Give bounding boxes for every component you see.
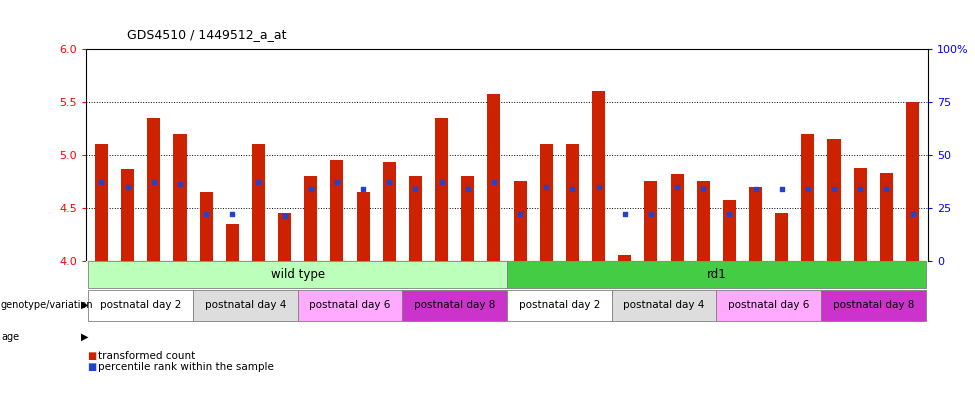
Text: ■: ■ (87, 351, 96, 361)
Point (434, 179, 449, 185)
Point (277, 213, 292, 219)
Bar (89, 290, 193, 321)
Point (905, 211, 920, 217)
Text: age: age (1, 332, 20, 342)
Point (538, 184, 554, 190)
Bar (193, 290, 297, 321)
Point (669, 184, 684, 190)
Point (644, 211, 659, 217)
Text: ▶: ▶ (81, 299, 89, 310)
Point (146, 179, 162, 185)
Bar (671, 174, 683, 261)
Bar (697, 181, 710, 261)
Text: transformed count: transformed count (98, 351, 196, 361)
Text: ▶: ▶ (81, 332, 89, 342)
Text: percentile rank within the sample: percentile rank within the sample (98, 362, 274, 373)
Bar (331, 160, 343, 261)
Point (381, 179, 397, 185)
Point (460, 185, 476, 192)
Point (330, 179, 345, 185)
Point (617, 211, 633, 217)
Bar (592, 92, 605, 261)
Point (408, 185, 423, 192)
Text: postnatal day 4: postnatal day 4 (623, 300, 705, 310)
Bar (540, 144, 553, 261)
Bar (644, 181, 657, 261)
Bar (461, 176, 474, 261)
Point (826, 185, 841, 192)
Point (565, 185, 580, 192)
Point (512, 211, 527, 217)
Text: postnatal day 2: postnatal day 2 (519, 300, 600, 310)
Text: postnatal day 2: postnatal day 2 (100, 300, 181, 310)
Bar (611, 290, 717, 321)
Bar (879, 173, 893, 261)
Bar (304, 176, 317, 261)
Point (120, 184, 136, 190)
Bar (507, 261, 925, 288)
Bar (507, 290, 611, 321)
Bar (200, 192, 213, 261)
Bar (409, 176, 422, 261)
Bar (854, 167, 867, 261)
Text: ■: ■ (87, 362, 96, 373)
Bar (722, 200, 736, 261)
Text: postnatal day 8: postnatal day 8 (833, 300, 914, 310)
Point (94, 179, 109, 185)
Bar (297, 290, 403, 321)
Text: GDS4510 / 1449512_a_at: GDS4510 / 1449512_a_at (127, 28, 287, 41)
Point (722, 211, 737, 217)
Point (800, 185, 816, 192)
Bar (252, 144, 265, 261)
Text: postnatal day 6: postnatal day 6 (309, 300, 391, 310)
Point (173, 181, 188, 187)
Text: wild type: wild type (271, 268, 325, 281)
Point (852, 185, 868, 192)
Bar (403, 290, 507, 321)
Bar (278, 213, 292, 261)
Bar (174, 134, 186, 261)
Point (198, 211, 214, 217)
Bar (488, 94, 500, 261)
Point (224, 211, 240, 217)
Bar (89, 261, 507, 288)
Bar (95, 144, 108, 261)
Text: rd1: rd1 (707, 268, 726, 281)
Bar (147, 118, 160, 261)
Bar (383, 162, 396, 261)
Bar (828, 139, 840, 261)
Point (774, 185, 790, 192)
Point (303, 185, 319, 192)
Point (591, 184, 606, 190)
Text: postnatal day 6: postnatal day 6 (728, 300, 809, 310)
Bar (357, 192, 370, 261)
Bar (566, 144, 579, 261)
Point (355, 185, 370, 192)
Bar (618, 255, 631, 261)
Text: genotype/variation: genotype/variation (1, 299, 94, 310)
Text: postnatal day 8: postnatal day 8 (414, 300, 495, 310)
Text: postnatal day 4: postnatal day 4 (205, 300, 286, 310)
Point (251, 179, 266, 185)
Bar (717, 290, 821, 321)
Bar (801, 134, 814, 261)
Point (695, 185, 711, 192)
Bar (906, 102, 919, 261)
Bar (226, 224, 239, 261)
Bar (435, 118, 449, 261)
Bar (821, 290, 925, 321)
Bar (121, 169, 135, 261)
Bar (749, 187, 762, 261)
Point (487, 179, 502, 185)
Point (878, 185, 894, 192)
Bar (514, 181, 526, 261)
Bar (775, 213, 788, 261)
Point (748, 185, 763, 192)
